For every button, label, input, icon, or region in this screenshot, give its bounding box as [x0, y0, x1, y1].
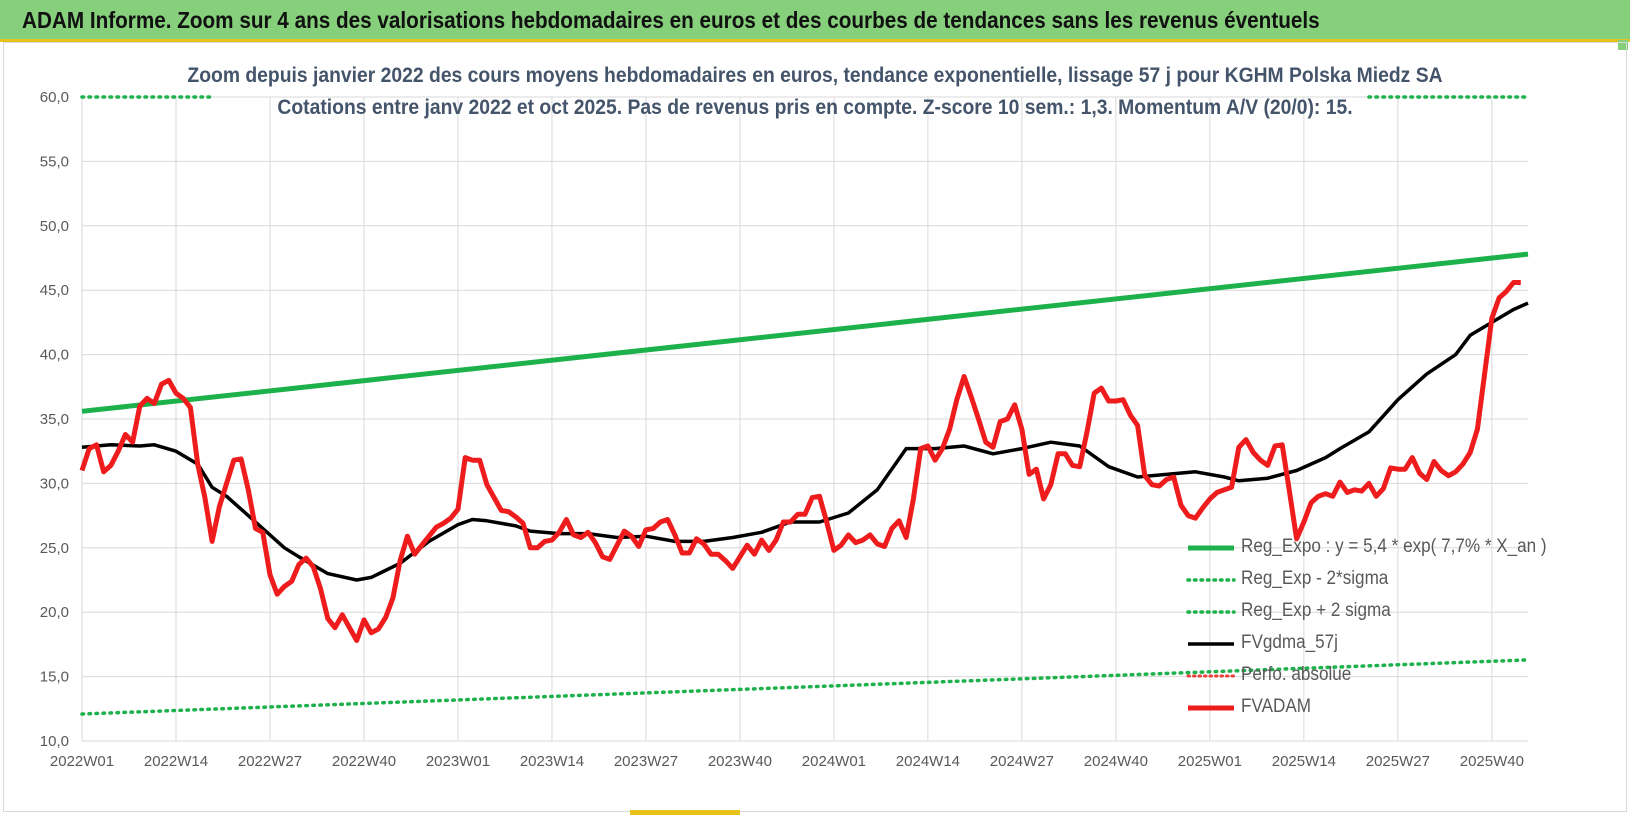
legend-item-reg-exp-plus: Reg_Exp + 2 sigma	[1186, 600, 1606, 624]
y-tick-label: 40,0	[40, 347, 69, 364]
chart-subtitle: Cotations entre janv 2022 et oct 2025. P…	[277, 96, 1353, 119]
y-tick-label: 30,0	[40, 475, 69, 492]
legend-swatch	[1188, 705, 1234, 711]
x-tick-label: 2023W40	[708, 753, 772, 770]
y-tick-label: 35,0	[40, 411, 69, 428]
report-title: ADAM Informe. Zoom sur 4 ans des valoris…	[22, 7, 1320, 33]
x-tick-label: 2022W14	[144, 753, 208, 770]
x-tick-label: 2022W01	[50, 753, 114, 770]
y-tick-label: 20,0	[40, 604, 69, 621]
y-tick-label: 60,0	[40, 89, 69, 106]
series-line-reg-expo-y-5-4-exp-7-7-x-an	[81, 251, 1529, 414]
legend-item-fvadam: FVADAM	[1186, 696, 1606, 720]
legend-swatch	[1188, 642, 1234, 646]
legend-label: FVgdma_57j	[1241, 632, 1338, 653]
series-layer	[79, 95, 1530, 716]
y-tick-label: 45,0	[40, 282, 69, 299]
legend-swatch	[1186, 674, 1236, 678]
x-tick-label: 2022W27	[238, 753, 302, 770]
x-tick-label: 2023W14	[520, 753, 584, 770]
corner-accent	[1618, 40, 1628, 50]
report-banner: ADAM Informe. Zoom sur 4 ans des valoris…	[0, 0, 1630, 42]
legend-label: Reg_Expo : y = 5,4 * exp( 7,7% * X_an )	[1241, 536, 1547, 557]
legend-label: Reg_Exp + 2 sigma	[1241, 600, 1391, 621]
legend-swatch	[1186, 578, 1236, 582]
x-tick-label: 2023W01	[426, 753, 490, 770]
legend-item-reg-expo: Reg_Expo : y = 5,4 * exp( 7,7% * X_an )	[1186, 536, 1606, 560]
y-tick-label: 15,0	[40, 669, 69, 686]
legend-label: Reg_Exp - 2*sigma	[1241, 568, 1389, 589]
x-tick-label: 2024W40	[1084, 753, 1148, 770]
x-axis-ticks: 2022W01 2022W14 2022W27 2022W40 2023W01 2023W…	[50, 753, 1524, 770]
x-tick-label: 2024W01	[802, 753, 866, 770]
y-tick-label: 55,0	[40, 153, 69, 170]
legend-item-reg-exp-minus: Reg_Exp - 2*sigma	[1186, 568, 1606, 592]
bottom-accent	[630, 810, 740, 815]
legend-item-fvgdma: FVgdma_57j	[1186, 632, 1606, 656]
x-tick-label: 2025W40	[1460, 753, 1524, 770]
series-line-reg-exp-2-sigma	[80, 658, 1530, 716]
x-tick-label: 2025W27	[1366, 753, 1430, 770]
series-line-fvadam	[79, 280, 1521, 643]
x-tick-label: 2024W14	[896, 753, 960, 770]
legend-swatch	[1186, 610, 1236, 614]
x-tick-label: 2023W27	[614, 753, 678, 770]
y-tick-label: 50,0	[40, 218, 69, 235]
y-tick-label: 25,0	[40, 540, 69, 557]
x-tick-label: 2025W14	[1272, 753, 1336, 770]
y-axis-ticks: 10,0 15,0 20,0 25,0 30,0 35,0 40,0 45,0 50,0 55,0…	[40, 89, 69, 750]
chart-title: Zoom depuis janvier 2022 des cours moyen…	[187, 64, 1443, 87]
chart-frame	[3, 42, 1627, 812]
legend-swatch	[1188, 545, 1234, 551]
x-tick-label: 2025W01	[1178, 753, 1242, 770]
x-tick-label: 2024W27	[990, 753, 1054, 770]
grid	[81, 96, 1528, 742]
y-tick-label: 10,0	[40, 733, 69, 750]
x-tick-label: 2022W40	[332, 753, 396, 770]
legend-item-perfo: Perfo. absolue	[1186, 664, 1606, 688]
legend-label: Perfo. absolue	[1241, 664, 1352, 685]
series-line-fvgdma-57j	[81, 301, 1529, 582]
legend-label: FVADAM	[1241, 696, 1311, 717]
